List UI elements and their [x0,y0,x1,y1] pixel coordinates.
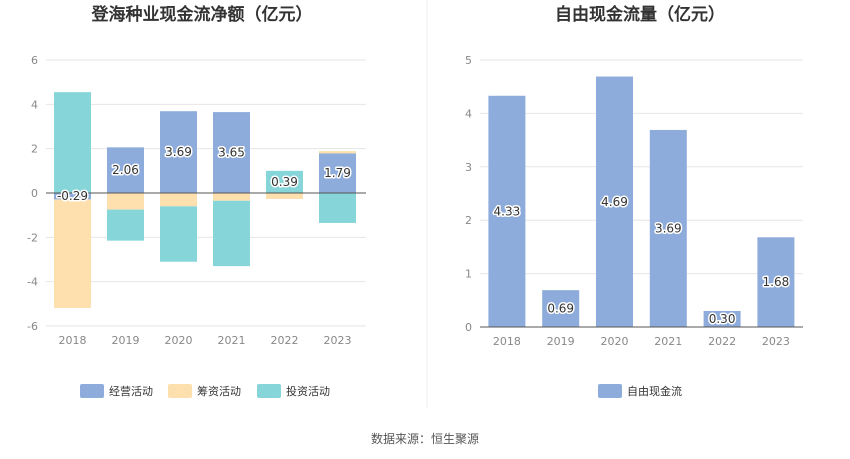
cashflow-data-label: -0.29 [57,189,88,203]
fcf-x-tick-label: 2020 [601,335,629,348]
cashflow-bar-2021-s0 [213,112,250,193]
cashflow-y-tick-label: 0 [31,187,38,200]
cashflow-data-labels: -0.29 2.06 3.69 3.65 0.39 1.79 [55,144,352,205]
fcf-y-tick-label: 4 [465,107,472,120]
cashflow-legend: 经营活动 筹资活动 投资活动 [80,384,330,398]
cashflow-bar-2021-s1 [213,193,250,201]
free-cashflow-chart: 自由现金流量（亿元） 5 4 3 2 1 0 4.33 0.69 4.69 3.69 0.30 1.… [465,4,803,398]
fcf-bar-2021-s0 [649,129,687,327]
cashflow-chart-title: 登海种业现金流净额（亿元） [91,4,313,25]
fcf-x-tick-label: 2023 [762,335,790,348]
cashflow-x-tick-label: 2022 [271,334,299,347]
fcf-data-label: 4.33 [494,204,521,218]
cashflow-bar-2018-s0 [54,193,91,200]
cashflow-data-label: 0.39 [271,175,298,189]
cashflow-data-label: 2.06 [112,163,139,177]
fcf-bar-2020-s0 [596,76,633,327]
cashflow-legend-swatch [257,384,281,398]
cashflow-x-axis: 2018 2019 2020 2021 2022 2023 [59,334,352,347]
fcf-y-tick-label: 5 [465,54,472,67]
cashflow-bar-2023-s1 [319,151,356,154]
cashflow-bar-2022-s1 [266,193,303,199]
cashflow-bar-2019-s2 [107,209,144,241]
cashflow-bar-2019-s0 [107,147,144,193]
fcf-x-tick-label: 2019 [547,335,575,348]
data-source-note: 数据来源：恒生聚源 [370,432,479,446]
cashflow-bar-2020-s1 [160,193,197,207]
cashflow-bar-2018-s1 [54,199,91,309]
cashflow-bar-2020-s0 [160,111,197,193]
fcf-bar-2022-s0 [703,310,741,327]
fcf-y-tick-label: 1 [465,268,472,281]
fcf-y-tick-label: 2 [465,214,472,227]
fcf-x-tick-label: 2022 [708,335,736,348]
cashflow-data-label: 1.79 [324,166,351,180]
fcf-data-label: 0.30 [709,312,736,326]
fcf-chart-title: 自由现金流量（亿元） [555,4,725,25]
fcf-bar-2019-s0 [542,290,580,327]
fcf-data-label: 4.69 [601,195,628,209]
cashflow-y-tick-label: 2 [31,143,38,156]
cashflow-bar-2023-s2 [319,193,356,223]
fcf-data-labels: 4.33 0.69 4.69 3.69 0.30 1.68 [492,193,791,327]
fcf-x-tick-label: 2021 [654,335,682,348]
cashflow-data-label: 3.65 [218,146,245,160]
cashflow-x-tick-label: 2020 [165,334,193,347]
cashflow-bar-2021-s2 [213,200,250,267]
cashflow-bar-2018-s2 [54,92,91,193]
cashflow-y-tick-label: 6 [31,54,38,67]
cashflow-legend-swatch [80,384,104,398]
cashflow-net-chart: 登海种业现金流净额（亿元） 6 4 2 0 -2 -4 -6 -0.29 2.06 3.69 3.… [27,4,366,398]
cashflow-legend-label: 筹资活动 [197,384,241,398]
cashflow-legend-label: 经营活动 [109,384,153,398]
fcf-bars [488,76,795,327]
cashflow-x-tick-label: 2021 [218,334,246,347]
cashflow-bar-2020-s2 [160,206,197,262]
fcf-y-axis: 5 4 3 2 1 0 [465,54,472,334]
fcf-data-label: 3.69 [655,221,682,235]
fcf-legend: 自由现金流 [598,384,682,398]
fcf-bar-2023-s0 [757,237,795,327]
fcf-legend-label: 自由现金流 [627,384,682,398]
cashflow-legend-label: 投资活动 [286,384,330,398]
fcf-x-tick-label: 2018 [493,335,521,348]
fcf-x-axis: 2018 2019 2020 2021 2022 2023 [493,335,790,348]
fcf-y-tick-label: 3 [465,161,472,174]
cashflow-x-tick-label: 2019 [112,334,140,347]
fcf-data-label: 0.69 [547,302,574,316]
cashflow-y-tick-label: -6 [27,320,38,333]
cashflow-bar-2019-s1 [107,193,144,210]
cashflow-legend-swatch [168,384,192,398]
cashflow-bars [54,92,356,309]
fcf-data-label: 1.68 [763,275,790,289]
cashflow-y-axis: 6 4 2 0 -2 -4 -6 [27,54,38,333]
cashflow-y-tick-label: -2 [27,231,38,244]
cashflow-x-tick-label: 2023 [324,334,352,347]
fcf-bar-2018-s0 [488,95,526,327]
cashflow-x-tick-label: 2018 [59,334,87,347]
fcf-y-tick-label: 0 [465,321,472,334]
cashflow-y-tick-label: 4 [31,98,38,111]
cashflow-data-label: 3.69 [165,145,192,159]
cashflow-bar-2023-s0 [319,153,356,193]
fcf-gridlines [480,59,803,328]
cashflow-y-tick-label: -4 [27,276,38,289]
fcf-legend-swatch [598,384,622,398]
cashflow-bar-2022-s2 [266,170,303,193]
